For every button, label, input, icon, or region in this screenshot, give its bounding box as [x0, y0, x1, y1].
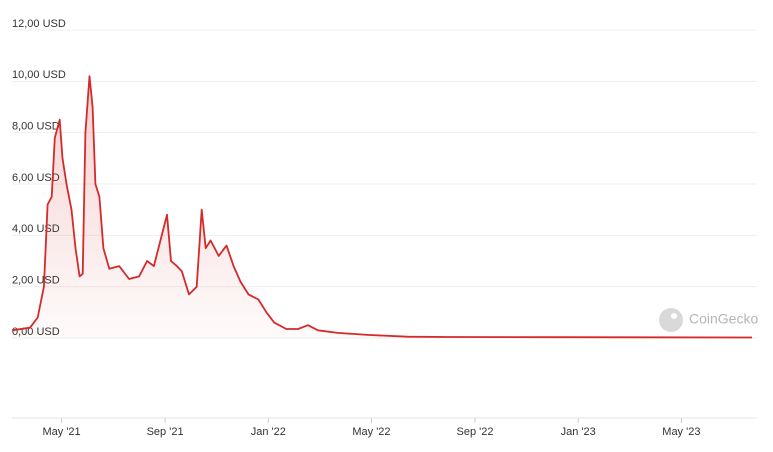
y-tick-label: 10,00 USD: [12, 69, 66, 81]
x-tick-label: May '22: [352, 426, 390, 438]
watermark: CoinGecko: [659, 308, 758, 332]
x-tick-label: Jan '23: [561, 426, 596, 438]
x-tick-label: Sep '22: [457, 426, 494, 438]
y-tick-label: 6,00 USD: [12, 172, 60, 184]
area: [12, 76, 753, 338]
x-tick-label: Sep '21: [147, 426, 184, 438]
x-tick-label: May '21: [42, 426, 80, 438]
price-line: [11, 75, 753, 339]
watermark-text: CoinGecko: [689, 311, 758, 327]
y-tick-label: 8,00 USD: [12, 121, 60, 133]
x-tick-label: May '23: [662, 426, 700, 438]
y-tick-label: 12,00 USD: [12, 18, 66, 30]
x-tick-label: Jan '22: [251, 426, 286, 438]
